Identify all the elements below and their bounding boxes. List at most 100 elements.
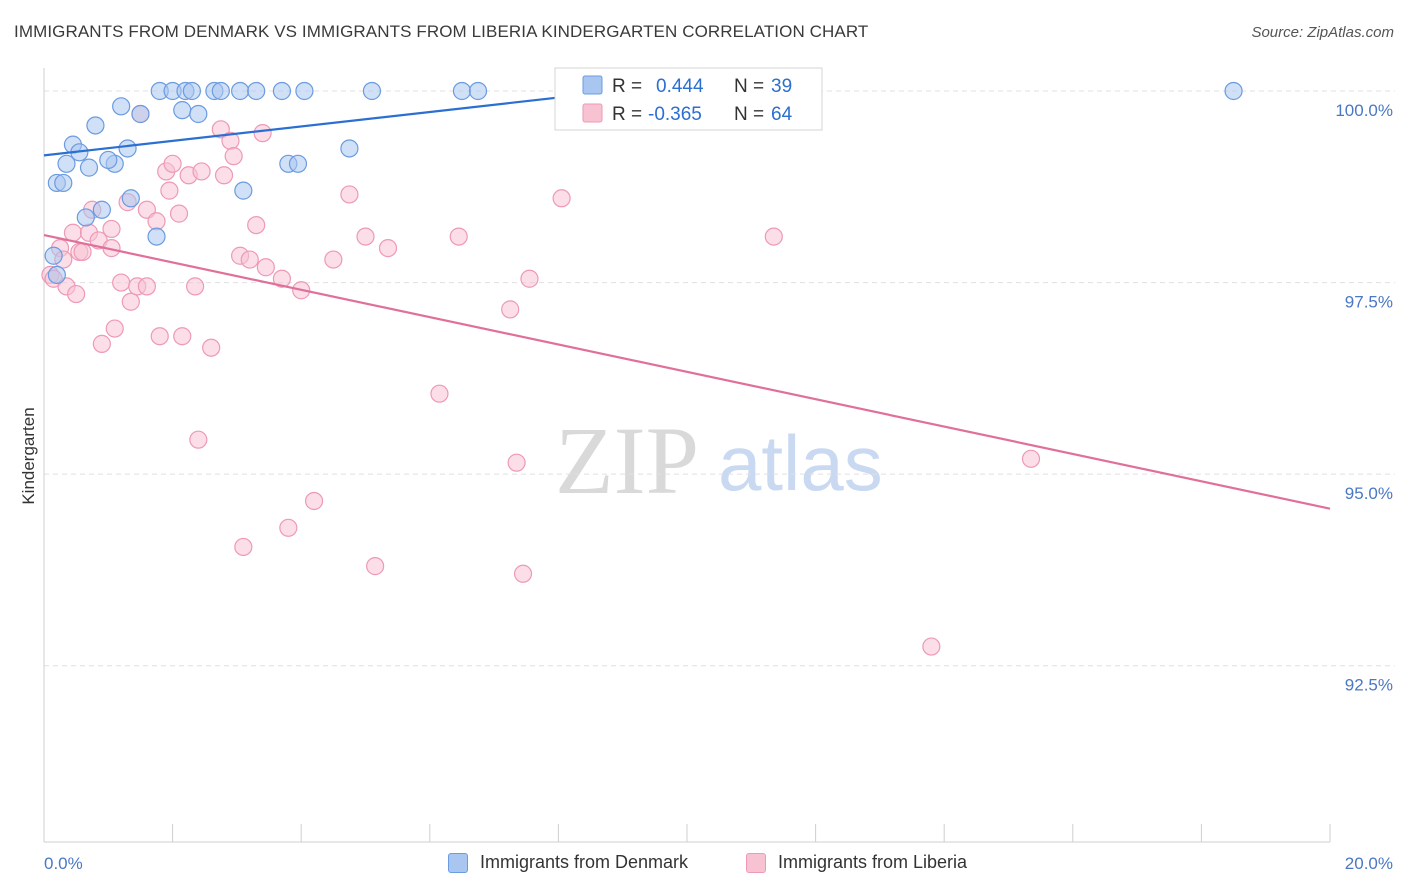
liberia-point <box>552 189 571 208</box>
denmark-point <box>112 97 131 116</box>
denmark-point <box>79 158 99 177</box>
watermark-zip: ZIP <box>555 407 699 514</box>
liberia-point <box>234 537 253 557</box>
bottom-legend-liberia: Immigrants from Liberia <box>746 852 967 873</box>
liberia-point <box>67 284 86 304</box>
liberia-point <box>192 162 211 181</box>
denmark-point <box>76 208 95 227</box>
denmark-point <box>288 154 308 173</box>
liberia-point <box>449 227 468 246</box>
watermark: ZIP atlas <box>555 407 883 514</box>
legend-n-label-liberia: N = <box>734 104 764 125</box>
liberia-point <box>214 166 234 185</box>
legend-swatch-liberia <box>582 103 603 123</box>
denmark-point <box>231 81 250 101</box>
denmark-point <box>131 104 150 124</box>
legend-swatch-denmark <box>582 75 603 95</box>
liberia-point <box>272 269 292 288</box>
x-tick-label: 20.0% <box>1345 854 1393 873</box>
watermark-atlas: atlas <box>718 419 883 507</box>
legend-n-value-liberia: 64 <box>771 104 793 125</box>
legend-n-value-denmark: 39 <box>771 76 792 97</box>
y-tick-label: 100.0% <box>1335 101 1393 120</box>
liberia-point <box>92 334 111 353</box>
denmark-point <box>295 81 314 101</box>
liberia-point <box>112 273 131 292</box>
denmark-point <box>182 81 201 101</box>
liberia-point <box>173 327 192 346</box>
liberia-point <box>224 147 243 166</box>
legend-r-value-denmark: 0.444 <box>656 76 704 97</box>
liberia-point <box>169 204 189 223</box>
denmark-point <box>1224 81 1243 101</box>
denmark-point <box>86 116 105 135</box>
denmark-point <box>121 189 140 208</box>
denmark-point <box>211 81 230 101</box>
liberia-point <box>430 384 449 403</box>
liberia-point <box>922 637 941 656</box>
denmark-point <box>189 104 208 124</box>
liberia-point <box>304 491 324 511</box>
liberia-point <box>324 250 343 269</box>
denmark-point <box>118 139 137 158</box>
liberia-point <box>63 223 83 242</box>
liberia-point <box>520 269 539 288</box>
liberia-point <box>189 430 208 449</box>
bottom-legend-label-denmark: Immigrants from Denmark <box>480 852 689 872</box>
y-axis-title: Kindergarten <box>19 407 38 504</box>
liberia-point <box>150 327 169 346</box>
liberia-point <box>507 453 526 472</box>
liberia-point <box>202 338 221 357</box>
legend-r-label-denmark: R = <box>612 76 642 97</box>
legend-r-label-liberia: R = <box>612 104 642 125</box>
chart-title: IMMIGRANTS FROM DENMARK VS IMMIGRANTS FR… <box>14 22 869 41</box>
y-tick-label: 95.0% <box>1345 484 1393 503</box>
denmark-point <box>452 81 472 101</box>
bottom-legend: Immigrants from Denmark Immigrants from … <box>0 852 1406 878</box>
liberia-point <box>247 215 266 235</box>
liberia-point <box>73 242 92 262</box>
liberia-point <box>366 557 385 576</box>
liberia-trend-line <box>43 233 1331 510</box>
denmark-point <box>147 227 166 246</box>
denmark-point <box>234 181 253 200</box>
bottom-legend-denmark: Immigrants from Denmark <box>448 852 688 873</box>
denmark-point <box>468 81 488 101</box>
denmark-points <box>44 81 1243 285</box>
denmark-point <box>247 81 266 101</box>
denmark-point <box>92 200 111 219</box>
source-label: Source: ZipAtlas.com <box>1251 24 1394 41</box>
denmark-point <box>272 81 292 101</box>
liberia-point <box>105 319 124 338</box>
x-tick-label: 0.0% <box>44 854 83 873</box>
liberia-point <box>121 292 140 311</box>
liberia-point <box>764 227 783 246</box>
denmark-point <box>99 150 118 170</box>
liberia-point <box>147 212 166 231</box>
bottom-legend-swatch-denmark <box>448 852 468 873</box>
liberia-point <box>340 185 359 204</box>
liberia-point <box>137 277 156 296</box>
liberia-point <box>378 238 398 258</box>
y-tick-label: 92.5% <box>1345 676 1393 695</box>
denmark-point <box>340 139 359 158</box>
liberia-point <box>356 227 375 246</box>
liberia-point <box>186 277 205 296</box>
legend-box: R = 0.444 N = 39 R = -0.365 N = 64 <box>554 67 823 131</box>
liberia-point <box>240 250 259 269</box>
liberia-point <box>102 219 121 239</box>
liberia-point <box>253 124 272 143</box>
denmark-point <box>173 101 192 120</box>
liberia-point <box>163 154 182 173</box>
axes: 92.5% 95.0% 97.5% 100.0% 0.0% 20.0% <box>43 68 1393 873</box>
liberia-points <box>41 104 1041 656</box>
liberia-point <box>1021 449 1041 468</box>
bottom-legend-label-liberia: Immigrants from Liberia <box>778 852 968 872</box>
trend-lines <box>43 90 1331 510</box>
legend-r-value-liberia: -0.365 <box>648 104 702 125</box>
legend-n-label-denmark: N = <box>734 76 764 97</box>
liberia-point <box>279 518 298 537</box>
liberia-point <box>513 564 533 583</box>
denmark-point <box>47 265 66 285</box>
